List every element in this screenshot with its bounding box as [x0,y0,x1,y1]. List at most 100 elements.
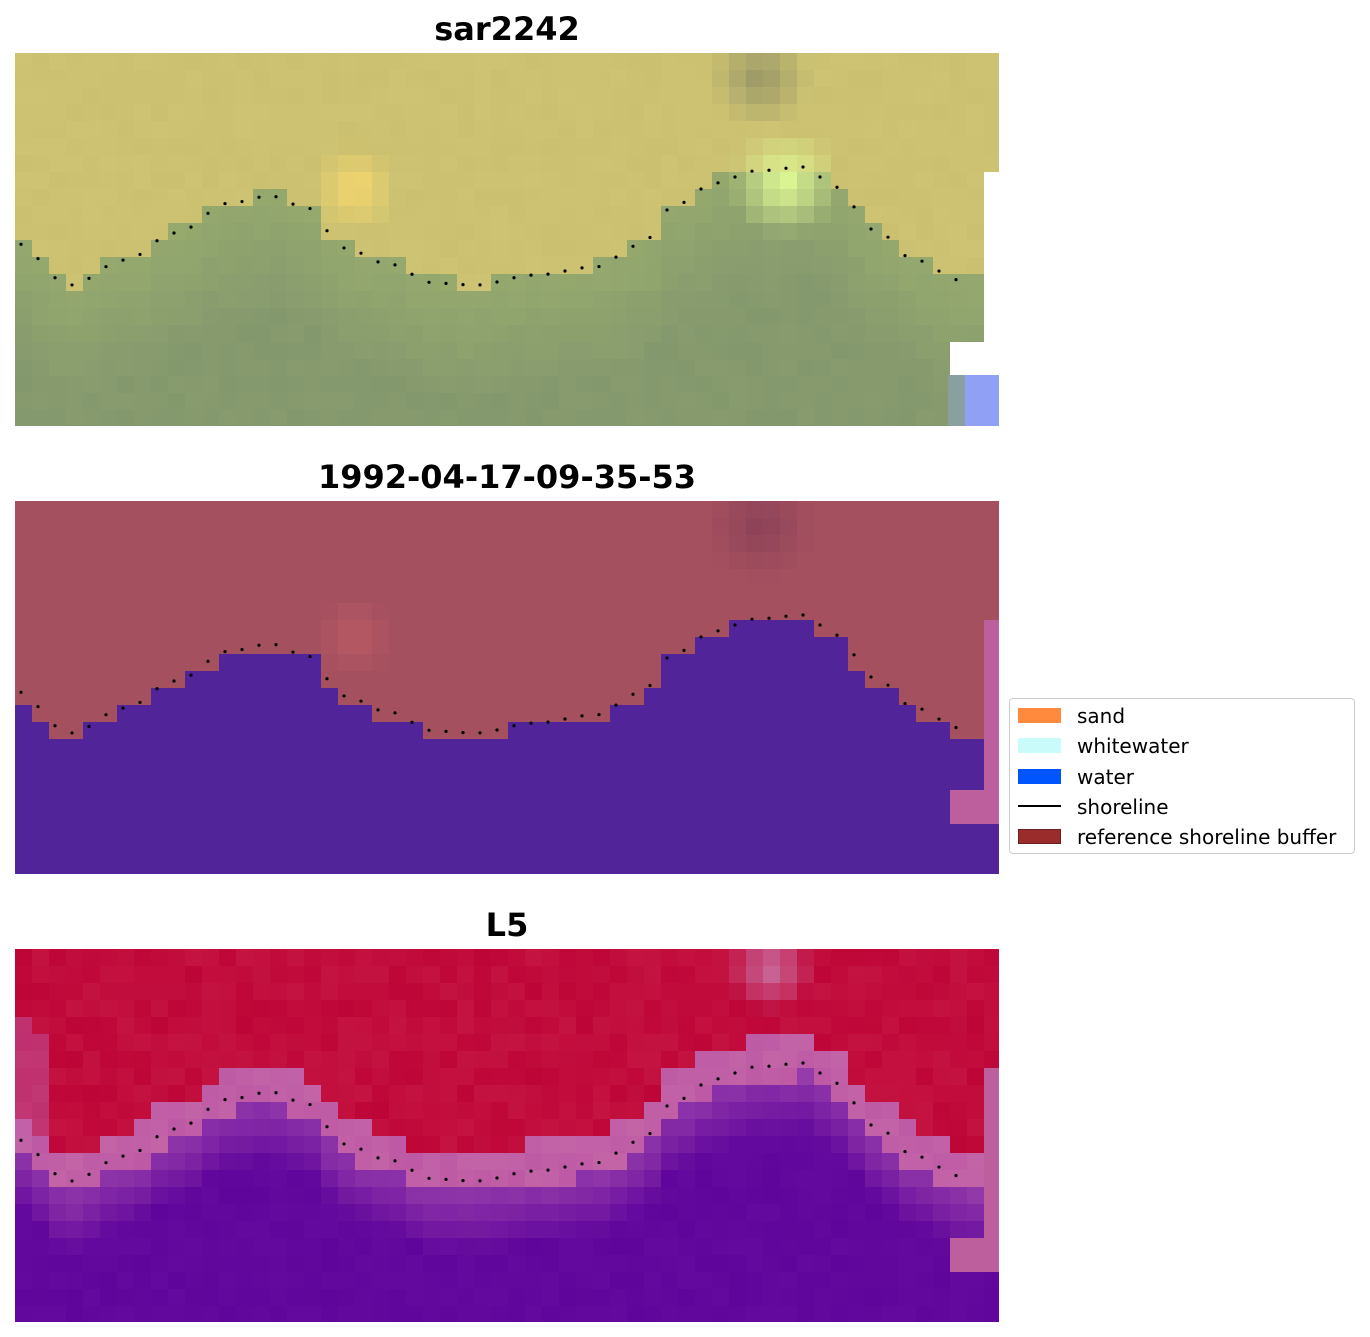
raster-cell [712,410,729,426]
index-cell [185,1289,202,1306]
raster-cell [763,376,780,393]
raster-cell [780,393,797,410]
raster-cell [202,189,219,206]
index-cell [525,1255,542,1272]
shoreline-point [342,246,346,250]
index-cell [321,1238,338,1255]
class-cell [848,518,865,535]
raster-cell [236,223,253,240]
class-cell [916,518,933,535]
class-cell [508,858,525,874]
index-cell [508,1085,525,1102]
raster-cell [389,87,406,104]
raster-cell [610,240,627,257]
class-cell [185,807,202,824]
index-cell [134,1085,151,1102]
raster-cell [576,189,593,206]
class-cell [236,569,253,586]
raster-cell [338,104,355,121]
class-cell [185,824,202,841]
index-cell [610,1221,627,1238]
class-cell [151,790,168,807]
raster-cell [168,121,185,138]
raster-cell [304,274,321,291]
index-cell [49,1170,66,1187]
class-cell [763,637,780,654]
class-cell [389,756,406,773]
class-cell [559,654,576,671]
class-cell [967,773,984,790]
class-cell [865,518,882,535]
index-cell [83,1068,100,1085]
raster-cell [967,206,984,223]
index-cell [882,1204,899,1221]
raster-cell [219,274,236,291]
class-cell [899,620,916,637]
index-cell [746,1255,763,1272]
index-cell [440,949,457,966]
class-cell [457,824,474,841]
class-cell [440,569,457,586]
shoreline-point [104,1161,108,1165]
index-cell [49,966,66,983]
class-cell [83,773,100,790]
raster-cell [882,104,899,121]
raster-cell [916,325,933,342]
class-cell [134,841,151,858]
class-cell [848,722,865,739]
raster-cell [338,206,355,223]
index-cell [610,1255,627,1272]
index-cell [678,1187,695,1204]
index-cell [865,983,882,1000]
class-cell [304,773,321,790]
raster-cell [797,325,814,342]
class-cell [933,671,950,688]
class-cell [236,858,253,874]
class-cell [576,586,593,603]
panel-classified-image [15,501,999,874]
raster-cell [406,342,423,359]
class-cell [882,790,899,807]
index-cell [610,1187,627,1204]
shoreline-point [495,280,499,284]
class-cell [236,773,253,790]
class-cell [423,535,440,552]
index-cell [610,1051,627,1068]
index-cell [729,1306,746,1322]
raster-cell [457,393,474,410]
class-cell [916,688,933,705]
index-cell [848,1221,865,1238]
class-cell [66,586,83,603]
raster-cell [253,121,270,138]
raster-cell [491,155,508,172]
class-cell [151,756,168,773]
class-cell [899,637,916,654]
index-cell [440,1272,457,1289]
class-cell [372,773,389,790]
index-cell [440,1000,457,1017]
buffer-cell [950,790,967,807]
raster-cell [100,121,117,138]
class-cell [202,671,219,688]
class-cell [168,807,185,824]
class-cell [219,586,236,603]
class-cell [780,569,797,586]
class-cell [134,739,151,756]
index-cell [100,1272,117,1289]
class-cell [933,722,950,739]
class-cell [49,756,66,773]
raster-cell [219,291,236,308]
class-cell [66,722,83,739]
index-cell [66,983,83,1000]
class-cell [593,824,610,841]
index-cell [117,1153,134,1170]
class-cell [389,501,406,518]
class-cell [712,773,729,790]
raster-cell [474,87,491,104]
index-cell [355,1289,372,1306]
class-cell [491,756,508,773]
class-cell [865,552,882,569]
raster-cell [219,104,236,121]
raster-cell [202,172,219,189]
class-cell [882,688,899,705]
